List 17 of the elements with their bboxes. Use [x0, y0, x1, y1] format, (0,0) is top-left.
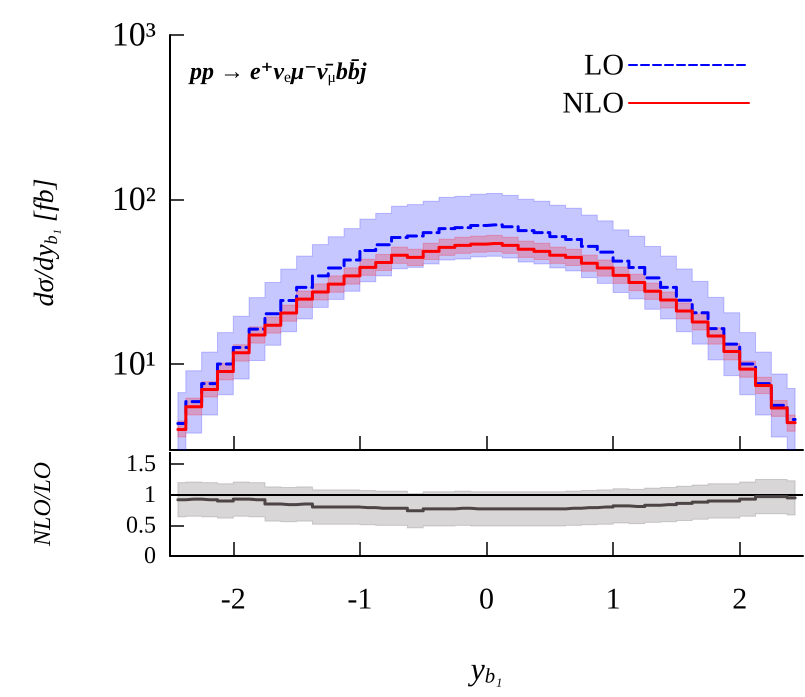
legend-label: NLO	[562, 86, 624, 120]
y-tick-label: 10³	[112, 16, 156, 54]
x-tick-label: 0	[479, 582, 494, 616]
y-tick-label: 10²	[112, 180, 156, 218]
x-tick-label: -2	[220, 582, 246, 616]
y-tick-label: 1.5	[126, 451, 156, 478]
x-tick-label: -1	[347, 582, 372, 616]
y-axis-title: dσ/dyb₁ [fb]	[29, 178, 61, 306]
legend-label: LO	[584, 48, 624, 82]
x-tick-label: 2	[732, 582, 748, 616]
y-tick-label: 10¹	[112, 345, 156, 382]
y-tick-label: 1	[144, 482, 156, 508]
y-axis-title: NLO/LO	[30, 462, 56, 548]
x-tick-label: 1	[606, 582, 621, 616]
y-tick-label: 0	[144, 543, 156, 569]
x-axis-title: yb₁	[468, 650, 502, 688]
y-tick-label: 0.5	[126, 512, 156, 538]
